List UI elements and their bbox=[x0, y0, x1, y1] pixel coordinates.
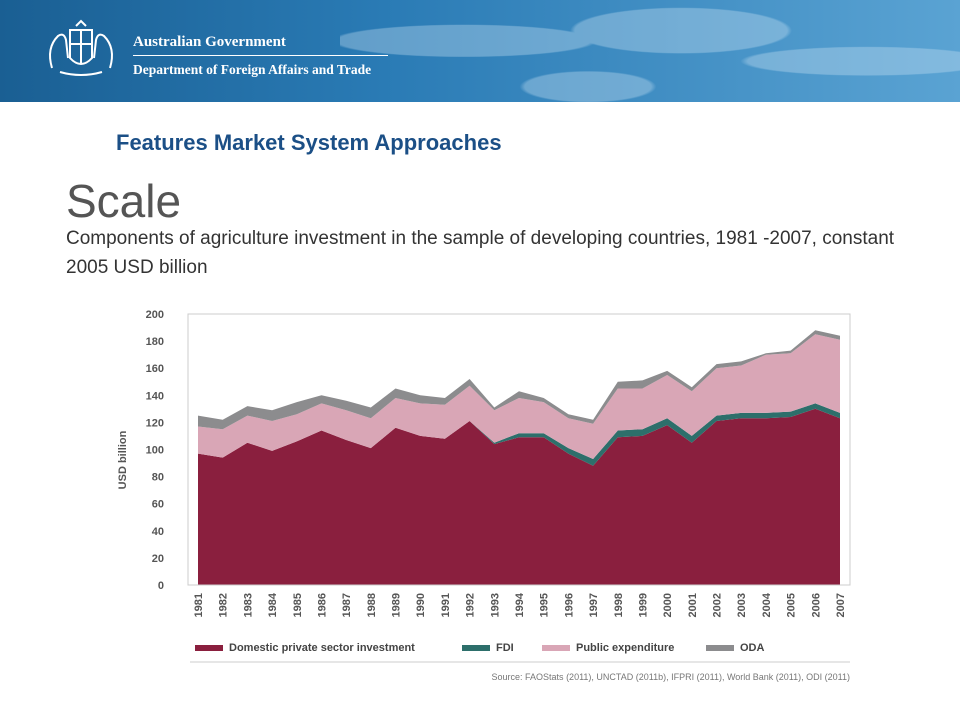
chart-axes: 0 20 40 60 80 100 120 140 160 180 200 1981 1982 1983 1… bbox=[146, 309, 851, 617]
legend-swatch-1 bbox=[462, 645, 490, 651]
y-tick-label: 180 bbox=[146, 336, 164, 348]
y-tick-label: 80 bbox=[152, 472, 164, 484]
y-tick-label: 120 bbox=[146, 417, 164, 429]
area-layers bbox=[198, 330, 840, 585]
y-tick-label: 100 bbox=[146, 445, 164, 457]
coat-of-arms-icon bbox=[49, 19, 113, 76]
x-tick-label: 2004 bbox=[761, 592, 773, 617]
legend-swatch-0 bbox=[195, 645, 223, 651]
y-tick-label: 60 bbox=[152, 499, 164, 511]
x-tick-label: 2007 bbox=[835, 593, 847, 617]
x-tick-label: 1985 bbox=[292, 593, 304, 617]
government-name: Australian Government bbox=[133, 34, 286, 50]
legend-label-2: Public expenditure bbox=[576, 642, 674, 654]
area-series-2 bbox=[198, 334, 840, 459]
header-divider bbox=[133, 55, 388, 56]
slide-subtitle: Components of agriculture investment in … bbox=[66, 228, 895, 278]
y-tick-label: 200 bbox=[146, 309, 164, 321]
chart-legend: Domestic private sector investment FDI Pub… bbox=[190, 642, 850, 663]
department-name: Department of Foreign Affairs and Trade bbox=[133, 62, 372, 77]
x-tick-label: 1996 bbox=[563, 593, 575, 617]
x-tick-label: 1983 bbox=[242, 593, 254, 617]
legend-label-0: Domestic private sector investment bbox=[229, 642, 415, 654]
x-tick-label: 1991 bbox=[440, 593, 452, 617]
area-series-1 bbox=[198, 403, 840, 466]
x-tick-label: 2000 bbox=[662, 593, 674, 617]
x-tick-label: 1988 bbox=[366, 593, 378, 617]
x-tick-label: 2005 bbox=[786, 593, 798, 617]
area-series-0 bbox=[198, 408, 840, 585]
x-tick-label: 1999 bbox=[637, 593, 649, 617]
x-tick-label: 1986 bbox=[316, 593, 328, 617]
x-tick-label: 1992 bbox=[465, 593, 477, 617]
header-banner: Australian Government Department of Fore… bbox=[0, 0, 960, 102]
y-tick-label: 20 bbox=[152, 553, 164, 565]
y-tick-label: 0 bbox=[158, 580, 164, 592]
x-tick-label: 1984 bbox=[267, 592, 279, 617]
x-tick-label: 2006 bbox=[810, 593, 822, 617]
x-tick-label: 2002 bbox=[712, 593, 724, 617]
legend-label-3: ODA bbox=[740, 642, 765, 654]
x-tick-label: 1989 bbox=[391, 593, 403, 617]
legend-label-1: FDI bbox=[496, 642, 514, 654]
legend-swatch-3 bbox=[706, 645, 734, 651]
y-axis-label: USD billion bbox=[117, 430, 129, 489]
y-tick-label: 40 bbox=[152, 526, 164, 538]
x-tick-label: 1993 bbox=[489, 593, 501, 617]
y-tick-label: 140 bbox=[146, 390, 164, 402]
x-tick-label: 1998 bbox=[613, 593, 625, 617]
x-tick-label: 1995 bbox=[539, 593, 551, 617]
y-tick-label: 160 bbox=[146, 363, 164, 375]
plot-frame bbox=[187, 313, 851, 586]
x-tick-label: 1982 bbox=[218, 593, 230, 617]
x-tick-label: 1990 bbox=[415, 593, 427, 617]
x-tick-label: 2003 bbox=[736, 593, 748, 617]
world-map-background bbox=[340, 0, 960, 102]
slide-title: Scale bbox=[66, 175, 182, 227]
x-tick-label: 2001 bbox=[687, 593, 699, 617]
area-series-3 bbox=[198, 330, 840, 430]
x-tick-label: 1997 bbox=[588, 593, 600, 617]
x-tick-label: 1987 bbox=[341, 593, 353, 617]
chart-source: Source: FAOStats (2011), UNCTAD (2011b),… bbox=[492, 672, 850, 682]
legend-swatch-2 bbox=[542, 645, 570, 651]
section-heading: Features Market System Approaches bbox=[116, 130, 502, 155]
x-tick-label: 1994 bbox=[514, 592, 526, 617]
stacked-area-chart: 0 20 40 60 80 100 120 140 160 180 200 1981 1982 1983 1… bbox=[117, 309, 851, 682]
x-tick-label: 1981 bbox=[193, 593, 205, 617]
